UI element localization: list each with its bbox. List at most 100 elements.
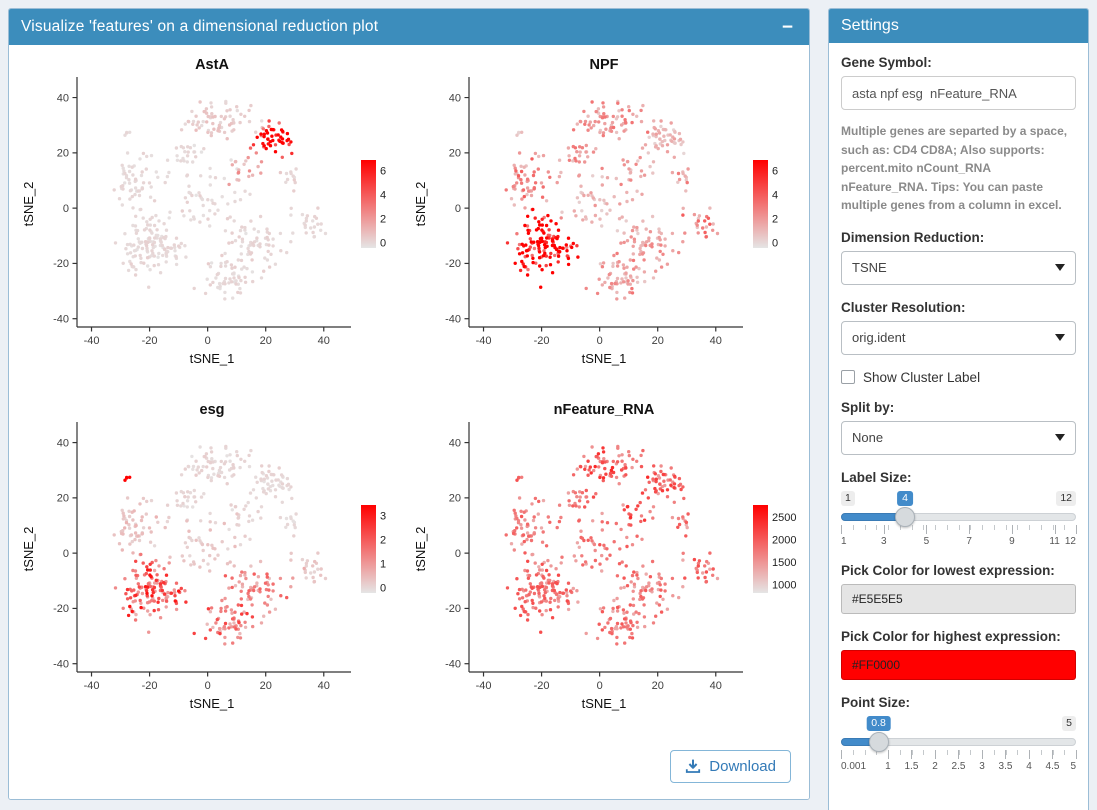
feature-plot-box: Visualize 'features' on a dimensional re… (8, 8, 810, 800)
svg-text:20: 20 (57, 493, 69, 505)
plot-title: AstA (195, 57, 229, 73)
svg-text:-20: -20 (445, 258, 461, 270)
plot-box-title: Visualize 'features' on a dimensional re… (21, 18, 379, 35)
svg-text:40: 40 (710, 680, 722, 692)
svg-text:2500: 2500 (772, 512, 796, 524)
svg-text:1000: 1000 (772, 579, 796, 591)
plot-title: nFeature_RNA (554, 402, 655, 418)
settings-header: Settings (829, 9, 1088, 43)
dimension-reduction-select[interactable]: TSNE (841, 250, 1076, 285)
svg-text:-20: -20 (142, 680, 158, 692)
feature-plot-npf: NPF -40 -20 0 20 40 -40 -20 0 20 40 tSNE_1 tSNE_2 6 4 2… (409, 49, 801, 394)
point-size-slider[interactable]: 5 0.8 0.001 1 1.5 2 2.5 3 3.5 4 4.5 5 (841, 715, 1077, 780)
cluster-resolution-value: orig.ident (852, 330, 906, 346)
y-axis-label: tSNE_2 (21, 182, 36, 227)
svg-text:2: 2 (380, 214, 386, 226)
svg-text:-40: -40 (476, 680, 492, 692)
svg-text:20: 20 (260, 335, 272, 347)
svg-text:3: 3 (380, 510, 386, 522)
plot-title: esg (200, 402, 225, 418)
svg-text:1500: 1500 (772, 557, 796, 569)
chevron-down-icon (1055, 434, 1065, 442)
x-axis-label: tSNE_1 (582, 696, 627, 711)
split-by-label: Split by: (841, 399, 895, 415)
split-by-value: None (852, 430, 884, 446)
plot-box-body: AstA -40 -20 0 20 40 -40 -20 0 20 40 tSNE_1 tSNE_2 6 4… (9, 45, 809, 799)
lowest-color-input[interactable]: #E5E5E5 (841, 583, 1076, 614)
axes (72, 422, 351, 677)
cluster-resolution-select[interactable]: orig.ident (841, 320, 1076, 355)
show-cluster-label-checkbox[interactable] (841, 370, 855, 385)
svg-text:6: 6 (772, 165, 778, 177)
show-cluster-label-row[interactable]: Show Cluster Label (841, 370, 1076, 385)
svg-text:0: 0 (597, 680, 603, 692)
colorbar: 3 2 1 0 (361, 505, 386, 595)
svg-text:-40: -40 (445, 314, 461, 326)
chevron-down-icon (1055, 334, 1065, 342)
gene-symbol-input[interactable] (841, 76, 1076, 110)
plot-grid: AstA -40 -20 0 20 40 -40 -20 0 20 40 tSNE_1 tSNE_2 6 4… (17, 49, 801, 739)
points (504, 444, 720, 646)
svg-text:20: 20 (57, 148, 69, 160)
svg-text:1: 1 (380, 559, 386, 571)
colorbar: 6 4 2 0 (361, 160, 386, 250)
dimension-reduction-label: Dimension Reduction: (841, 229, 985, 245)
svg-text:-40: -40 (53, 659, 69, 671)
points (112, 444, 328, 646)
axes (464, 77, 743, 332)
download-row: Download (17, 739, 801, 793)
svg-text:2: 2 (380, 535, 386, 547)
svg-text:20: 20 (652, 335, 664, 347)
svg-text:4: 4 (772, 190, 778, 202)
svg-text:0: 0 (63, 548, 69, 560)
x-axis-label: tSNE_1 (190, 696, 235, 711)
svg-text:-20: -20 (445, 603, 461, 615)
svg-text:6: 6 (380, 165, 386, 177)
show-cluster-label-text: Show Cluster Label (863, 369, 981, 385)
svg-text:-40: -40 (476, 335, 492, 347)
download-icon (686, 759, 701, 773)
svg-text:-20: -20 (534, 335, 550, 347)
slider-handle[interactable] (895, 506, 916, 527)
svg-text:2000: 2000 (772, 535, 796, 547)
svg-text:20: 20 (449, 493, 461, 505)
svg-text:20: 20 (652, 680, 664, 692)
svg-text:-40: -40 (53, 314, 69, 326)
plot-box-header: Visualize 'features' on a dimensional re… (9, 9, 809, 45)
slider-grid: 1 3 5 7 9 11 12 (841, 524, 1077, 553)
plot-title: NPF (590, 57, 619, 73)
svg-text:0: 0 (63, 203, 69, 215)
svg-text:-40: -40 (445, 659, 461, 671)
highest-color-input[interactable]: #FF0000 (841, 649, 1076, 680)
svg-text:0: 0 (455, 548, 461, 560)
highest-color-label: Pick Color for highest expression: (841, 628, 1061, 644)
slider-handle[interactable] (868, 731, 889, 752)
gene-symbol-label: Gene Symbol: (841, 55, 932, 70)
svg-text:-40: -40 (84, 680, 100, 692)
svg-text:20: 20 (260, 680, 272, 692)
y-axis-label: tSNE_2 (413, 527, 428, 572)
svg-text:20: 20 (449, 148, 461, 160)
lowest-color-label: Pick Color for lowest expression: (841, 562, 1055, 578)
svg-text:0: 0 (380, 238, 386, 250)
download-button[interactable]: Download (670, 749, 791, 783)
colorbar: 6 4 2 0 (753, 160, 778, 250)
svg-text:-20: -20 (142, 335, 158, 347)
label-size-label: Label Size: (841, 469, 912, 485)
points (112, 99, 328, 301)
svg-text:40: 40 (449, 92, 461, 104)
svg-text:40: 40 (449, 437, 461, 449)
gene-symbol-help: Multiple genes are separted by a space, … (841, 124, 1068, 213)
svg-text:0: 0 (205, 335, 211, 347)
chevron-down-icon (1055, 264, 1065, 272)
svg-text:40: 40 (318, 680, 330, 692)
svg-text:0: 0 (205, 680, 211, 692)
minimize-icon[interactable]: − (781, 16, 793, 38)
split-by-select[interactable]: None (841, 420, 1076, 455)
label-size-slider[interactable]: 1 12 4 1 3 5 7 9 11 12 (841, 490, 1077, 555)
svg-text:-20: -20 (53, 258, 69, 270)
svg-text:-20: -20 (534, 680, 550, 692)
x-axis-label: tSNE_1 (582, 351, 627, 366)
slider-min-badge: 1 (841, 490, 855, 507)
